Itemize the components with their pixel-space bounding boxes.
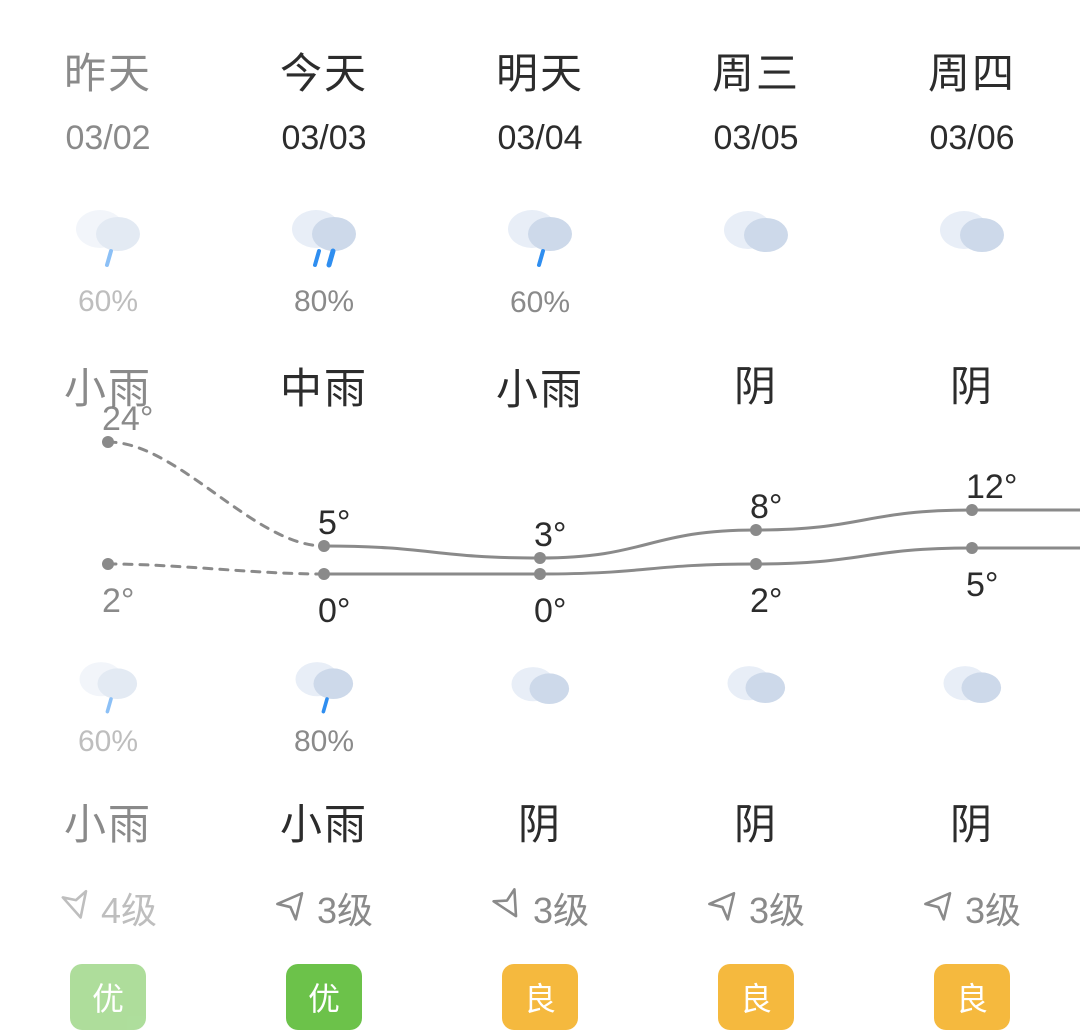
aqi-badge: 优: [286, 964, 362, 1030]
day-column[interactable]: 周四 03/06 阴 阴 3级 良: [864, 0, 1080, 1030]
day-column[interactable]: 昨天 03/02 60% 小雨 60% 小雨 4级 优: [0, 0, 216, 1030]
wind-row: 3级: [491, 882, 589, 934]
night-condition: 阴: [518, 791, 562, 852]
temp-low-label: 0°: [318, 592, 351, 631]
wind-level: 3级: [965, 882, 1021, 934]
day-condition: 阴: [734, 353, 778, 414]
night-weather-icon: [723, 649, 790, 730]
day-date: 03/06: [929, 119, 1014, 158]
wind-arrow-icon: [491, 886, 527, 931]
night-weather-icon: [939, 649, 1006, 730]
temp-high-label: 8°: [750, 488, 783, 527]
night-condition: 小雨: [280, 791, 368, 852]
wind-row: 4级: [59, 882, 157, 934]
day-precip: 60%: [78, 285, 138, 319]
day-date: 03/05: [713, 119, 798, 158]
wind-level: 3级: [533, 882, 589, 934]
night-weather-icon: [507, 650, 574, 730]
night-condition: 小雨: [64, 791, 152, 852]
day-date: 03/04: [497, 119, 582, 158]
day-name: 周三: [712, 40, 800, 101]
temp-high-label: 12°: [966, 468, 1017, 507]
wind-level: 3级: [749, 882, 805, 934]
wind-arrow-icon: [275, 886, 311, 931]
day-name: 今天: [280, 40, 368, 101]
forecast-scroll[interactable]: 昨天 03/02 60% 小雨 60% 小雨 4级 优 今天 03/03 80%…: [0, 0, 1080, 1030]
day-weather-icon: [287, 188, 361, 283]
wind-level: 4级: [101, 882, 157, 934]
day-column[interactable]: 明天 03/04 60% 小雨 阴 3级 良: [432, 0, 648, 1030]
temp-low-label: 2°: [102, 582, 135, 621]
day-weather-icon: [503, 188, 577, 284]
day-name: 明天: [496, 40, 584, 101]
day-weather-icon: [71, 188, 145, 283]
night-precip: 80%: [294, 725, 354, 759]
day-date: 03/03: [281, 119, 366, 158]
wind-row: 3级: [275, 882, 373, 934]
night-condition: 阴: [950, 791, 994, 852]
wind-row: 3级: [707, 882, 805, 934]
night-condition: 阴: [734, 791, 778, 852]
day-condition: 中雨: [280, 355, 368, 416]
wind-arrow-icon: [707, 886, 743, 931]
day-condition: 阴: [950, 353, 994, 414]
day-condition: 小雨: [496, 356, 584, 417]
aqi-badge: 良: [502, 964, 578, 1030]
aqi-badge: 良: [718, 964, 794, 1030]
temp-high-label: 5°: [318, 504, 351, 543]
wind-row: 3级: [923, 882, 1021, 934]
night-precip: 60%: [78, 725, 138, 759]
night-weather-icon: [291, 646, 358, 725]
day-date: 03/02: [65, 119, 150, 158]
day-precip: 60%: [510, 286, 570, 320]
temp-low-label: 0°: [534, 592, 567, 631]
temp-low-label: 5°: [966, 566, 999, 605]
temp-high-label: 3°: [534, 516, 567, 555]
wind-arrow-icon: [59, 886, 95, 931]
day-name: 周四: [928, 40, 1016, 101]
aqi-badge: 优: [70, 964, 146, 1030]
chart-spacer: [864, 414, 1080, 649]
wind-arrow-icon: [923, 886, 959, 931]
day-weather-icon: [719, 188, 793, 285]
day-name: 昨天: [64, 40, 152, 101]
wind-level: 3级: [317, 882, 373, 934]
temp-low-label: 2°: [750, 582, 783, 621]
night-weather-icon: [75, 646, 142, 725]
temp-high-label: 24°: [102, 400, 153, 439]
aqi-badge: 良: [934, 964, 1010, 1030]
day-weather-icon: [935, 188, 1009, 285]
day-precip: 80%: [294, 285, 354, 319]
